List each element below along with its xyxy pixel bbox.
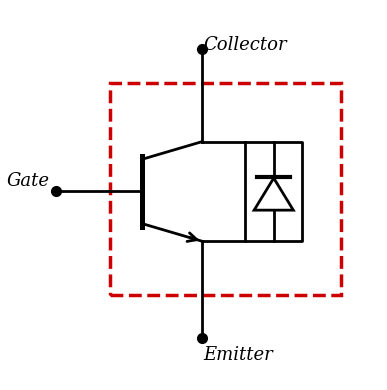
Text: Collector: Collector [204, 36, 287, 54]
Text: Emitter: Emitter [203, 346, 273, 364]
Text: Gate: Gate [6, 172, 49, 190]
